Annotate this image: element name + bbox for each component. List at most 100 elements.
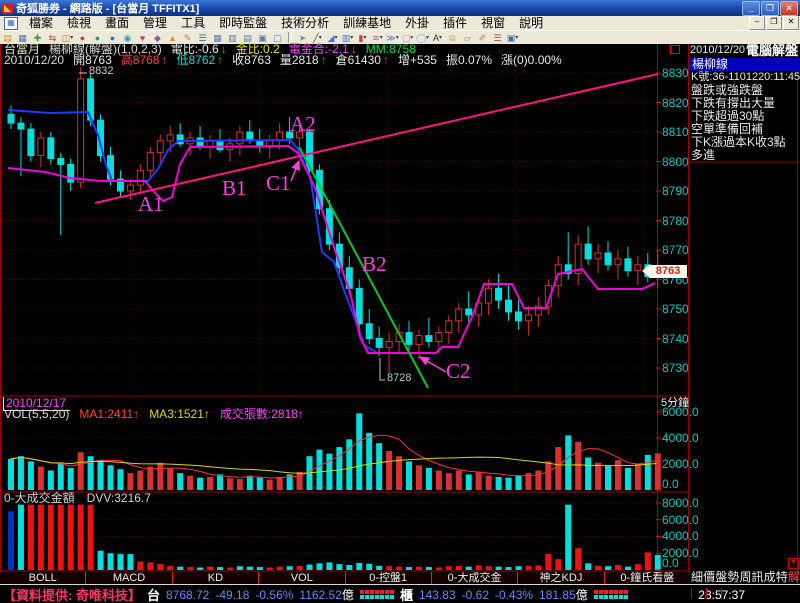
minimize-button[interactable]: _: [742, 0, 760, 16]
chart-layout-icon[interactable]: [670, 45, 680, 54]
right-tab-1[interactable]: 價: [703, 570, 716, 584]
trend-tool-icon[interactable]: ◢ ▾: [325, 32, 340, 44]
dropdown-arrow-icon[interactable]: ▾: [363, 34, 367, 41]
menu-item-4[interactable]: 工具: [181, 16, 206, 30]
tab-6[interactable]: 神之KDJ: [517, 572, 603, 584]
grid-icon[interactable]: ▦: [15, 32, 30, 44]
dropdown-arrow-icon[interactable]: ▾: [426, 34, 430, 41]
trend-tool-icon: ◢: [327, 32, 335, 43]
right-tab-8[interactable]: 解: [787, 570, 800, 584]
title-bar[interactable]: 奇狐勝券 - 網路版 - [台當月 TFFITX1] _ ❐ ✕: [0, 0, 800, 16]
status-value-5: 億: [341, 588, 354, 602]
right-tab-7[interactable]: 特: [775, 570, 788, 584]
pencil-icon[interactable]: ✎: [180, 32, 195, 44]
tab-7[interactable]: 0-鐘氏看盤: [603, 572, 690, 584]
table-3-icon[interactable]: ▤: [240, 32, 255, 44]
menu-item-9[interactable]: 插件: [443, 16, 468, 30]
right-tab-0[interactable]: 細: [691, 570, 704, 584]
tab-0[interactable]: BOLL: [28, 572, 57, 584]
cursor-icon[interactable]: ➤: [295, 32, 310, 44]
right-tab-5[interactable]: 訊: [751, 570, 764, 584]
expand-tool-icon[interactable]: ≫ ▾: [385, 32, 400, 44]
right-tab-4[interactable]: 周: [739, 570, 752, 584]
table-2-icon[interactable]: ▥: [225, 32, 240, 44]
dropdown-arrow-icon[interactable]: ▾: [70, 34, 74, 41]
gann-tool-icon[interactable]: ▥ ▾: [340, 32, 355, 44]
analysis-highlight[interactable]: 楊柳線: [689, 58, 800, 71]
save-icon: ▣: [506, 32, 516, 43]
copy-icon: ⧉: [449, 32, 456, 43]
indicator-tab-bar: BOLL MACD KD VOL 0-控盤1 0-大成交金 神之KDJ 0-鐘氏看盤: [0, 572, 690, 584]
menu-item-10[interactable]: 視窗: [481, 16, 506, 30]
menu-item-11[interactable]: 說明: [519, 16, 544, 30]
tab-5[interactable]: 0-大成交金: [430, 572, 517, 584]
wave-tool-icon[interactable]: ≋ ▾: [370, 32, 385, 44]
menu-item-2[interactable]: 畫面: [105, 16, 130, 30]
text-tool-icon[interactable]: A ▾: [430, 32, 445, 44]
child-minimize-button[interactable]: –: [749, 16, 765, 30]
scroll-down-button[interactable]: ▼: [788, 558, 799, 569]
child-restore-button[interactable]: ❐: [766, 16, 782, 30]
analysis-line-5: 下K漲過本K收3點: [691, 135, 786, 149]
menu-item-1[interactable]: 檢視: [67, 16, 92, 30]
toolbar-separator: [288, 32, 292, 43]
kline-tool-icon[interactable]: ▮ ▾: [355, 32, 370, 44]
table-1-icon[interactable]: ▦: [210, 32, 225, 44]
add-icon[interactable]: ✚: [30, 32, 45, 44]
dropdown-arrow-icon[interactable]: ▾: [515, 34, 519, 41]
file-icon[interactable]: ▤: [0, 32, 15, 44]
rect-tool-icon[interactable]: ▢ ▾: [400, 32, 415, 44]
palette-icon: ☰: [493, 32, 502, 43]
child-close-button[interactable]: ✕: [783, 16, 799, 30]
timeframe-label[interactable]: 5分鐘: [661, 397, 690, 409]
monitor-green-icon[interactable]: ●: [90, 32, 105, 44]
dropdown-arrow-icon[interactable]: ▾: [379, 34, 383, 41]
restore-button[interactable]: ❐: [761, 0, 779, 16]
table-5-icon[interactable]: ▢: [270, 32, 285, 44]
heart-icon[interactable]: ♥: [135, 32, 150, 44]
eraser-icon[interactable]: ▱: [460, 32, 475, 44]
close-button[interactable]: ✕: [780, 0, 798, 16]
palette-icon[interactable]: ☰: [490, 32, 505, 44]
brush-icon[interactable]: ✐: [475, 32, 490, 44]
dropdown-arrow-icon[interactable]: ▾: [439, 34, 443, 41]
menu-item-8[interactable]: 外掛: [405, 16, 430, 30]
list-icon[interactable]: ☰: [195, 32, 210, 44]
dropdown-arrow-icon[interactable]: ▾: [410, 34, 414, 41]
menu-item-3[interactable]: 管理: [143, 16, 168, 30]
table-2-icon: ▥: [228, 32, 237, 43]
dropdown-arrow-icon[interactable]: ▾: [318, 34, 322, 41]
bell-icon[interactable]: ▲: [165, 32, 180, 44]
right-tab-3[interactable]: 勢: [727, 570, 740, 584]
menu-item-6[interactable]: 技術分析: [281, 16, 330, 30]
menu-item-0[interactable]: 檔案: [29, 16, 54, 30]
table-4-icon[interactable]: ▣: [255, 32, 270, 44]
right-tab-6[interactable]: 成: [763, 570, 776, 584]
quote-field-0: 台當月: [4, 42, 41, 56]
tab-4[interactable]: 0-控盤1: [344, 572, 431, 584]
monitor-blue-icon[interactable]: ●: [105, 32, 120, 44]
ellipse-tool-icon[interactable]: ◯ ▾: [415, 32, 430, 44]
dvv-field-0: 0-大成交金額: [4, 491, 75, 505]
dropdown-arrow-icon[interactable]: ▾: [350, 34, 354, 41]
quote-field-2: 電比:-0.6: [170, 42, 219, 56]
tab-2[interactable]: KD: [171, 572, 258, 584]
menu-item-5[interactable]: 即時監盤: [219, 16, 268, 30]
menu-item-7[interactable]: 訓練基地: [343, 16, 392, 30]
stock-pick-icon[interactable]: ◫ ▾: [60, 32, 75, 44]
right-tab-2[interactable]: 盤: [715, 570, 728, 584]
dropdown-arrow-icon[interactable]: ▾: [395, 34, 399, 41]
shield-icon[interactable]: ◆: [150, 32, 165, 44]
globe-icon[interactable]: ◉: [120, 32, 135, 44]
candlesticks: [7, 67, 662, 374]
monitor-red-icon[interactable]: ●: [75, 32, 90, 44]
table-1-icon: ▦: [213, 32, 222, 43]
annotation-c1: C1: [266, 171, 291, 195]
draw-line-icon[interactable]: ╱ ▾: [310, 32, 325, 44]
save-icon[interactable]: ▣ ▾: [505, 32, 520, 44]
tab-3[interactable]: VOL: [258, 572, 344, 584]
copy-icon[interactable]: ⧉: [445, 32, 460, 44]
transfer-icon[interactable]: ⇆: [45, 32, 60, 44]
tab-1[interactable]: MACD: [85, 572, 171, 584]
dropdown-arrow-icon[interactable]: ▾: [334, 34, 338, 41]
